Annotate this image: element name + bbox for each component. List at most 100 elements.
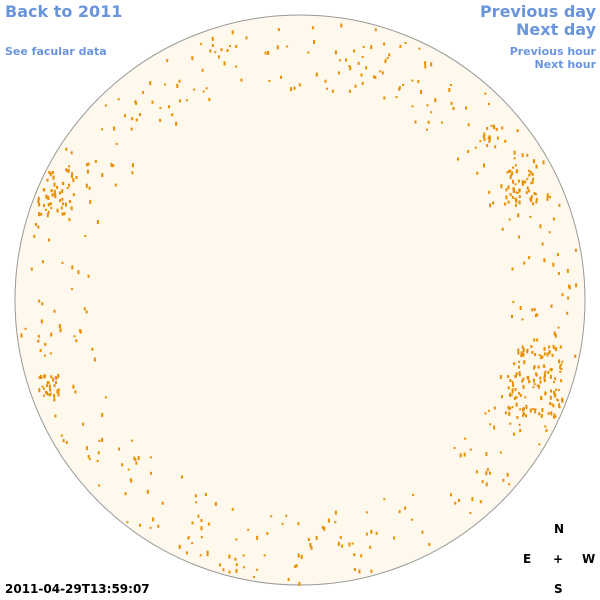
facula — [49, 392, 52, 395]
facula — [463, 452, 466, 457]
facula — [489, 423, 492, 426]
facula — [574, 354, 577, 358]
facula — [448, 88, 451, 92]
facula — [459, 453, 462, 458]
facula — [492, 124, 495, 128]
facula — [357, 61, 360, 65]
facula — [53, 397, 56, 402]
facula — [220, 48, 223, 52]
facula — [133, 456, 136, 460]
facula — [41, 260, 44, 264]
facula — [513, 432, 515, 436]
facula — [507, 375, 510, 378]
facula — [61, 189, 64, 194]
facula — [277, 28, 280, 32]
facula — [404, 506, 407, 510]
facula — [115, 142, 118, 145]
faculae — [20, 23, 578, 586]
facula — [87, 162, 90, 166]
facula — [52, 377, 55, 382]
facula — [331, 89, 334, 93]
facula — [68, 165, 71, 168]
facula — [311, 26, 314, 30]
facula — [559, 370, 562, 373]
facula — [38, 388, 41, 393]
facula — [117, 98, 120, 101]
facula — [514, 183, 517, 186]
facula — [529, 408, 532, 413]
facula — [430, 62, 433, 67]
back-link[interactable]: Back to 2011 — [5, 2, 123, 21]
facula — [412, 493, 415, 496]
facula — [175, 121, 178, 126]
facula — [290, 87, 293, 92]
facula — [43, 374, 46, 379]
facula — [93, 357, 96, 362]
facula — [516, 169, 519, 173]
solar-disk — [14, 14, 586, 586]
facula — [383, 96, 386, 100]
facula — [450, 101, 453, 105]
facula — [353, 568, 356, 571]
facula — [501, 126, 504, 130]
facula — [515, 198, 518, 203]
facula — [370, 45, 373, 50]
facula — [508, 411, 511, 416]
facula — [513, 157, 516, 160]
facula — [527, 189, 530, 193]
facula — [499, 451, 502, 454]
facula — [202, 90, 205, 93]
facula — [402, 83, 404, 86]
facula — [41, 385, 44, 388]
facula — [53, 189, 56, 194]
facula — [369, 545, 372, 549]
facula — [568, 285, 571, 290]
next-hour-link[interactable]: Next hour — [534, 58, 597, 71]
next-day-link[interactable]: Next day — [516, 20, 596, 39]
facula — [515, 191, 518, 194]
facula — [53, 309, 56, 313]
facula — [281, 522, 284, 525]
facula — [554, 415, 557, 418]
facula — [509, 392, 511, 397]
facula — [48, 384, 51, 389]
facula — [534, 409, 537, 414]
facula — [276, 45, 279, 50]
facula — [512, 179, 514, 184]
facula — [484, 92, 487, 95]
facula — [464, 437, 467, 440]
facula — [421, 530, 424, 534]
facula — [535, 193, 537, 196]
facula — [59, 328, 62, 333]
facula — [211, 36, 214, 41]
facula — [541, 408, 544, 412]
previous-day-link[interactable]: Previous day — [479, 2, 596, 21]
facula — [523, 261, 526, 265]
facula — [194, 494, 197, 498]
facula — [522, 414, 524, 417]
facula — [511, 315, 513, 318]
previous-hour-link[interactable]: Previous hour — [509, 45, 596, 58]
facula — [360, 73, 363, 77]
facula — [353, 553, 356, 557]
facula — [543, 346, 546, 351]
facula — [243, 566, 246, 569]
facular-data-link[interactable]: See facular data — [5, 45, 107, 58]
facula — [543, 352, 546, 356]
facula — [348, 542, 351, 547]
facula — [551, 353, 554, 357]
facula — [518, 360, 521, 363]
facula — [209, 49, 212, 53]
facula — [74, 390, 77, 394]
facula — [546, 193, 549, 198]
facula — [168, 105, 170, 109]
facula — [38, 376, 41, 379]
facula — [37, 196, 40, 201]
facula — [310, 545, 313, 550]
facula — [561, 293, 564, 297]
facula — [204, 492, 207, 496]
facula — [51, 193, 54, 197]
facula — [511, 171, 514, 176]
facula — [529, 197, 532, 201]
